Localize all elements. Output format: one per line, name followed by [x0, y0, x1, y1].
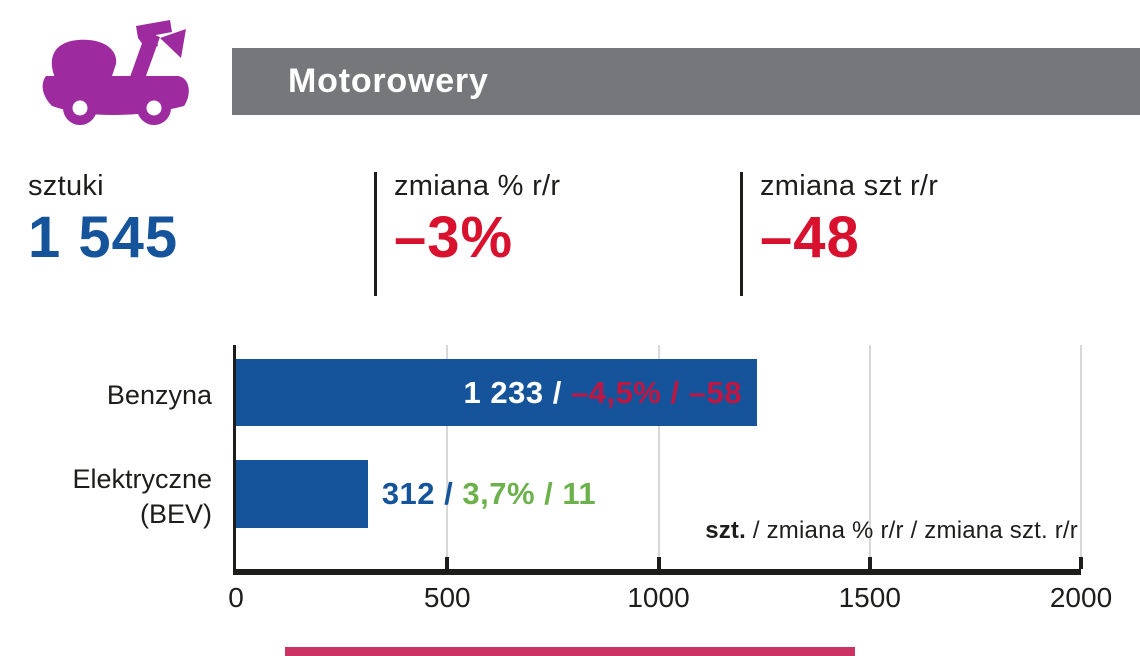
chart-legend: szt. / zmiana % r/r / zmiana szt. r/r: [705, 517, 1078, 545]
x-tick-label: 1500: [838, 582, 901, 613]
legend-units-label: szt.: [705, 517, 746, 544]
category-label-benzyna: Benzyna: [106, 380, 212, 410]
scooter-icon: [42, 20, 189, 125]
gridline: [1080, 345, 1082, 569]
bar-benzyna: 1 233 / –4,5% / –58: [236, 359, 757, 426]
category-label-elektryczne: Elektryczne (BEV): [72, 464, 212, 530]
stat-change-percent: zmiana % r/r –3%: [394, 170, 560, 271]
stat-total-units: sztuki 1 545: [28, 170, 178, 271]
bar-value-label: 312 / 3,7% / 11: [382, 476, 596, 512]
stat-label: zmiana % r/r: [394, 170, 561, 202]
bar-elektryczne: [236, 460, 368, 528]
page-title: Motorowery: [288, 62, 489, 100]
x-tick-label: 1000: [627, 582, 690, 613]
plot-area: 1 233 / –4,5% / –58 312 / 3,7% / 11: [233, 345, 1083, 575]
legend-rest-label: / zmiana % r/r / zmiana szt. r/r: [746, 517, 1078, 544]
x-tick-label: 500: [423, 582, 471, 613]
stat-change-units: zmiana szt r/r –48: [760, 170, 938, 271]
axis-tick: [445, 557, 450, 569]
x-tick-label: 2000: [1049, 582, 1113, 613]
stat-value: 1 545: [28, 205, 179, 270]
axis-tick: [1079, 557, 1083, 569]
axis-tick: [656, 557, 661, 569]
bar-change-text: –4,5% / –58: [570, 374, 742, 410]
gridline: [868, 345, 871, 569]
bar-units-text: 312 /: [381, 476, 463, 511]
stat-value: –3%: [394, 205, 514, 270]
bar-value-label: 1 233 / –4,5% / –58: [464, 375, 742, 411]
gridline: [446, 345, 449, 569]
gridline: [657, 345, 660, 569]
x-tick-label: 0: [228, 582, 244, 613]
stat-label: zmiana szt r/r: [760, 170, 939, 202]
stat-divider: [374, 172, 377, 296]
stat-value: –48: [760, 205, 860, 270]
bar-units-text: 1 233 /: [463, 374, 571, 410]
bar-change-text: 3,7% / 11: [462, 476, 597, 511]
bar-row-benzyna: 1 233 / –4,5% / –58: [236, 359, 1081, 426]
title-banner: Motorowery: [232, 48, 1140, 115]
bar-row-elektryczne: 312 / 3,7% / 11: [236, 460, 1081, 528]
bottom-accent-bar: [285, 647, 855, 656]
stat-divider: [740, 172, 743, 296]
axis-tick: [867, 557, 872, 569]
x-axis-labels: 0 500 1000 1500 2000: [228, 582, 1112, 618]
stat-label: sztuki: [28, 170, 104, 202]
